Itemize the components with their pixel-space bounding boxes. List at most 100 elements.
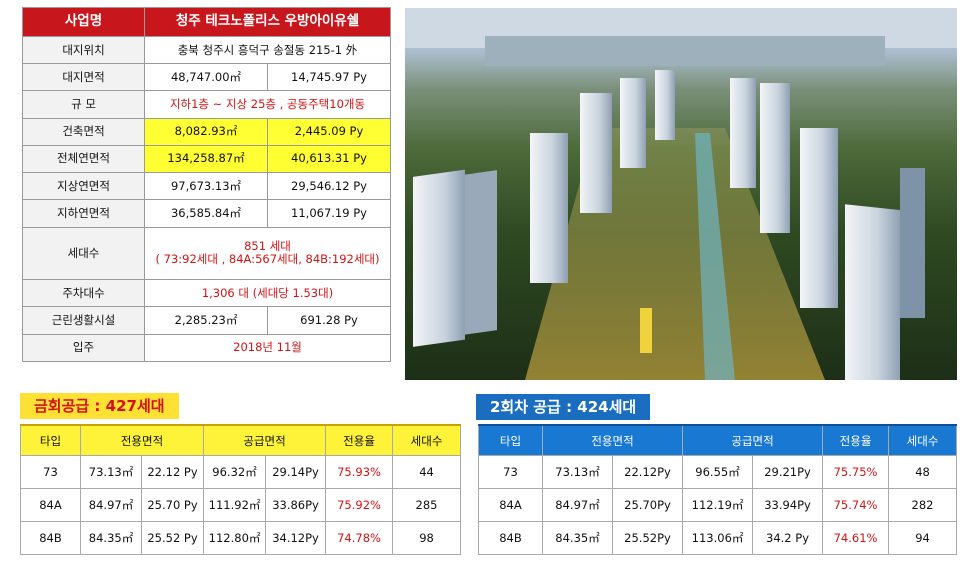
underground-area-row: 지하연면적 36,585.84㎡ 11,067.19 Py bbox=[22, 199, 391, 228]
exclusive-py-cell: 22.12 Py bbox=[140, 455, 205, 489]
exclusive-sqm-cell: 84.35㎡ bbox=[542, 521, 613, 555]
households-total: 851 세대 bbox=[244, 239, 291, 254]
site-area-row: 대지면적 48,747.00㎡ 14,745.97 Py bbox=[22, 63, 391, 92]
supply-py-cell: 34.12Py bbox=[265, 521, 327, 555]
supply-header-row: 타입 전용면적 공급면적 전용율 세대수 bbox=[20, 424, 462, 456]
move-in-label: 입주 bbox=[22, 333, 145, 363]
above-ground-area-sqm: 97,673.13㎡ bbox=[144, 172, 268, 201]
scale-row: 규 모 지하1층 ~ 지상 25층 , 공동주택10개동 bbox=[22, 90, 391, 119]
above-ground-area-label: 지상연면적 bbox=[22, 172, 145, 201]
amenities-py: 691.28 Py bbox=[267, 306, 391, 335]
underground-area-label: 지하연면적 bbox=[22, 199, 145, 228]
supply-header-row: 타입 전용면적 공급면적 전용율 세대수 bbox=[478, 424, 958, 456]
aerial-rendering-illustration bbox=[405, 8, 957, 380]
supply-py-cell: 29.14Py bbox=[265, 455, 327, 489]
exclusive-sqm-cell: 73.13㎡ bbox=[542, 455, 613, 489]
total-floor-area-label: 전체연면적 bbox=[22, 144, 145, 174]
site-location-label: 대지위치 bbox=[22, 35, 145, 65]
exclusive-py-cell: 22.12Py bbox=[611, 455, 684, 489]
exclusive-sqm-cell: 84.97㎡ bbox=[542, 488, 613, 522]
site-area-sqm: 48,747.00㎡ bbox=[144, 63, 268, 92]
type-cell: 73 bbox=[20, 455, 81, 489]
type-cell: 73 bbox=[478, 455, 543, 489]
type-header: 타입 bbox=[478, 424, 543, 456]
units-header: 세대수 bbox=[392, 424, 462, 456]
type-cell: 84A bbox=[20, 488, 81, 522]
ratio-cell: 75.75% bbox=[822, 455, 890, 489]
exclusive-ratio-header: 전용율 bbox=[325, 424, 394, 456]
supply-sqm-cell: 112.19㎡ bbox=[682, 488, 754, 522]
supply-py-cell: 33.86Py bbox=[265, 488, 327, 522]
total-floor-area-sqm: 134,258.87㎡ bbox=[144, 144, 268, 174]
table-row: 84A 84.97㎡ 25.70 Py 111.92㎡ 33.86Py 75.9… bbox=[20, 488, 462, 522]
project-name-row: 사업명 청주 테크노폴리스 우방아이유쉘 bbox=[22, 7, 391, 37]
ratio-cell: 75.93% bbox=[325, 455, 394, 489]
supply-py-cell: 29.21Py bbox=[752, 455, 824, 489]
amenities-sqm: 2,285.23㎡ bbox=[144, 306, 268, 335]
supply-sqm-cell: 96.32㎡ bbox=[203, 455, 267, 489]
units-cell: 48 bbox=[888, 455, 958, 489]
table-row: 73 73.13㎡ 22.12 Py 96.32㎡ 29.14Py 75.93%… bbox=[20, 455, 462, 489]
exclusive-sqm-cell: 73.13㎡ bbox=[80, 455, 142, 489]
parking-value: 1,306 대 (세대당 1.53대) bbox=[144, 279, 391, 308]
building-area-row: 건축면적 8,082.93㎡ 2,445.09 Py bbox=[22, 117, 391, 146]
units-cell: 285 bbox=[392, 488, 462, 522]
total-floor-area-py: 40,613.31 Py bbox=[267, 144, 391, 174]
amenities-row: 근린생활시설 2,285.23㎡ 691.28 Py bbox=[22, 306, 391, 335]
second-supply-title: 2회차 공급 : 424세대 bbox=[476, 394, 651, 420]
project-name-label: 사업명 bbox=[22, 7, 145, 37]
site-location-row: 대지위치 충북 청주시 흥덕구 송절동 215-1 外 bbox=[22, 35, 391, 65]
current-supply-table: 타입 전용면적 공급면적 전용율 세대수 73 73.13㎡ 22.12 Py … bbox=[20, 424, 462, 555]
supply-sqm-cell: 96.55㎡ bbox=[682, 455, 754, 489]
exclusive-py-cell: 25.70Py bbox=[611, 488, 684, 522]
project-info-table: 사업명 청주 테크노폴리스 우방아이유쉘 대지위치 충북 청주시 흥덕구 송절동… bbox=[22, 7, 391, 363]
households-row: 세대수 851 세대 ( 73:92세대 , 84A:567세대, 84B:19… bbox=[22, 226, 391, 281]
apartment-complex-aerial-image bbox=[405, 8, 957, 380]
units-cell: 44 bbox=[392, 455, 462, 489]
households-label: 세대수 bbox=[22, 226, 145, 281]
type-cell: 84B bbox=[20, 521, 81, 555]
above-ground-area-py: 29,546.12 Py bbox=[267, 172, 391, 201]
parking-label: 주차대수 bbox=[22, 279, 145, 308]
type-header: 타입 bbox=[20, 424, 81, 456]
units-cell: 94 bbox=[888, 521, 958, 555]
ratio-cell: 75.74% bbox=[822, 488, 890, 522]
supply-py-cell: 33.94Py bbox=[752, 488, 824, 522]
supply-sqm-cell: 113.06㎡ bbox=[682, 521, 754, 555]
supply-sqm-cell: 112.80㎡ bbox=[203, 521, 267, 555]
current-supply-title: 금회공급 : 427세대 bbox=[20, 393, 179, 419]
ratio-cell: 74.78% bbox=[325, 521, 394, 555]
units-cell: 98 bbox=[392, 521, 462, 555]
total-floor-area-row: 전체연면적 134,258.87㎡ 40,613.31 Py bbox=[22, 144, 391, 174]
exclusive-sqm-cell: 84.97㎡ bbox=[80, 488, 142, 522]
households-breakdown: ( 73:92세대 , 84A:567세대, 84B:192세대) bbox=[155, 252, 380, 267]
move-in-value: 2018년 11월 bbox=[144, 333, 391, 363]
building-area-py: 2,445.09 Py bbox=[267, 117, 391, 146]
table-row: 84B 84.35㎡ 25.52 Py 112.80㎡ 34.12Py 74.7… bbox=[20, 521, 462, 555]
above-ground-area-row: 지상연면적 97,673.13㎡ 29,546.12 Py bbox=[22, 172, 391, 201]
ratio-cell: 75.92% bbox=[325, 488, 394, 522]
second-supply-table: 타입 전용면적 공급면적 전용율 세대수 73 73.13㎡ 22.12Py 9… bbox=[478, 424, 958, 555]
type-cell: 84A bbox=[478, 488, 543, 522]
site-area-label: 대지면적 bbox=[22, 63, 145, 92]
table-row: 84A 84.97㎡ 25.70Py 112.19㎡ 33.94Py 75.74… bbox=[478, 488, 958, 522]
underground-area-py: 11,067.19 Py bbox=[267, 199, 391, 228]
exclusive-py-cell: 25.52 Py bbox=[140, 521, 205, 555]
parking-row: 주차대수 1,306 대 (세대당 1.53대) bbox=[22, 279, 391, 308]
site-area-py: 14,745.97 Py bbox=[267, 63, 391, 92]
type-cell: 84B bbox=[478, 521, 543, 555]
exclusive-area-header: 전용면적 bbox=[541, 424, 684, 456]
supply-area-header: 공급면적 bbox=[203, 424, 327, 456]
site-location-value: 충북 청주시 흥덕구 송절동 215-1 外 bbox=[144, 35, 391, 65]
underground-area-sqm: 36,585.84㎡ bbox=[144, 199, 268, 228]
households-value: 851 세대 ( 73:92세대 , 84A:567세대, 84B:192세대) bbox=[144, 226, 391, 281]
project-name-value: 청주 테크노폴리스 우방아이유쉘 bbox=[144, 7, 391, 37]
exclusive-py-cell: 25.70 Py bbox=[140, 488, 205, 522]
table-row: 73 73.13㎡ 22.12Py 96.55㎡ 29.21Py 75.75% … bbox=[478, 455, 958, 489]
supply-sqm-cell: 111.92㎡ bbox=[203, 488, 267, 522]
supply-area-header: 공급면적 bbox=[682, 424, 824, 456]
scale-label: 규 모 bbox=[22, 90, 145, 119]
units-cell: 282 bbox=[888, 488, 958, 522]
exclusive-sqm-cell: 84.35㎡ bbox=[80, 521, 142, 555]
ratio-cell: 74.61% bbox=[822, 521, 890, 555]
